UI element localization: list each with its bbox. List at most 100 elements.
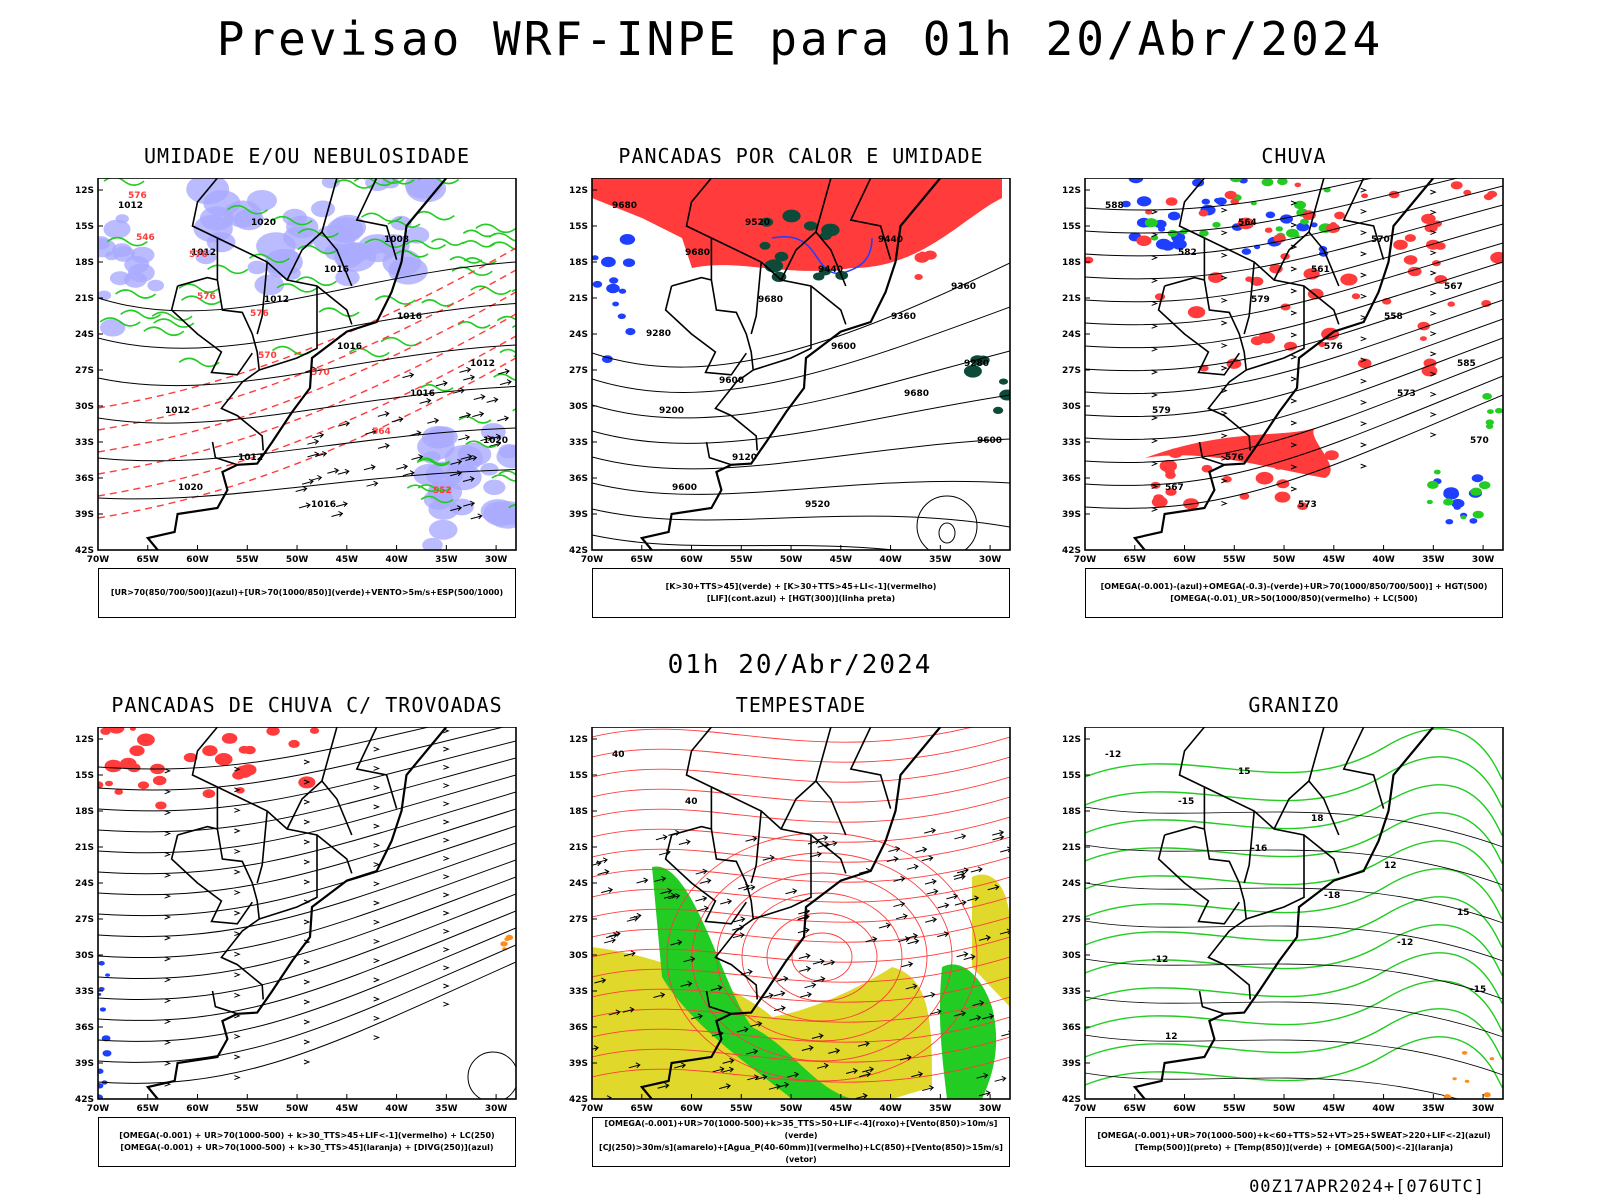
lat-tick-label: 24S [75,879,94,889]
lon-tick-label: 45W [1323,1104,1346,1114]
lat-tick-label: 42S [75,1095,94,1105]
contour-label: 9600 [831,342,856,352]
lon-tick-label: 45W [336,1104,359,1114]
lon-tick-label: 40W [385,1104,408,1114]
lon-tick-label: 50W [286,1104,309,1114]
lon-tick-label: 50W [780,1104,803,1114]
lat-tick-label: 39S [1062,1059,1081,1069]
lat-tick-label: 36S [1062,474,1081,484]
lon-tick-label: 55W [730,1104,753,1114]
legend-line: [OMEGA(-0.001)-(azul)+OMEGA(-0.3)-(verde… [1100,582,1488,591]
lon-tick-label: 65W [1124,555,1147,565]
forecast-time-label: 01h 20/Abr/2024 [667,650,933,680]
contour-label: 582 [1178,248,1197,258]
lon-tick-label: 30W [485,555,508,565]
lon-tick-label: 40W [1372,555,1395,565]
legend-box: [UR>70(850/700/500)](azul)+[UR>70(1000/8… [98,568,516,618]
lon-tick-label: 45W [830,1104,853,1114]
lat-tick-label: 18S [75,258,94,268]
lat-tick-label: 15S [75,222,94,232]
contour-label: 1012 [264,295,289,305]
lat-tick-label: 12S [75,735,94,745]
lat-tick-label: 36S [569,1023,588,1033]
contour-label: 12 [1384,861,1397,871]
lat-tick-label: 12S [75,186,94,196]
contour-label: 40 [612,750,625,760]
lat-tick-label: 30S [1062,402,1081,412]
thickness-label: 576 [250,309,269,319]
lon-tick-label: 65W [137,555,160,565]
lat-tick-label: 33S [75,438,94,448]
forecast-map: 9680 9680 9680 9600 9680 9600 9600 9520 9440 9360… [569,178,1011,565]
lat-tick-label: 33S [569,438,588,448]
lon-tick-label: 65W [1124,1104,1147,1114]
map-panel: GRANIZO -12 -15 -16 -18 -12 -15 12 15 18 12 15 -12 12… [1025,693,1523,1191]
lat-tick-label: 18S [569,807,588,817]
lat-tick-label: 18S [75,807,94,817]
contour-label: 9360 [951,282,976,292]
lon-tick-label: 30W [979,1104,1002,1114]
contour-label: -12 [1105,750,1121,760]
lat-tick-label: 12S [1062,735,1081,745]
map-panel: CHUVA 588 582 579 576 573 570 567 564 561 558 585 57… [1025,144,1523,642]
lon-tick-label: 55W [730,555,753,565]
lon-tick-label: 65W [631,555,654,565]
thickness-label: 576 [197,292,216,302]
thickness-label: 546 [136,233,155,243]
lat-tick-label: 18S [569,258,588,268]
main-title: Previsao WRF-INPE para 01h 20/Abr/2024 [216,12,1384,66]
forecast-map: -12 -15 -16 -18 -12 -15 12 15 18 12 15 -12 12S 15S 18S… [1062,727,1504,1114]
lat-tick-label: 42S [1062,546,1081,556]
lat-tick-label: 15S [569,222,588,232]
contour-label: 1016 [397,312,422,322]
lon-tick-label: 35W [435,555,458,565]
legend-line: [Temp(500)](preto) + [Temp(850)](verde) … [1134,1143,1454,1152]
contour-label: 558 [1384,312,1403,322]
lat-tick-label: 15S [75,771,94,781]
map-panel: PANCADAS DE CHUVA C/ TROVOADAS 12S 15S 18S 2… [38,693,536,1191]
lat-tick-label: 33S [1062,987,1081,997]
contour-label: 1012 [191,248,216,258]
lat-tick-label: 21S [1062,294,1081,304]
lon-tick-label: 55W [1223,555,1246,565]
run-code: 00Z17APR2024+[076UTC] [1249,1177,1485,1197]
contour-label: 9280 [964,359,989,369]
contour-label: -16 [1251,844,1267,854]
contour-label: 15 [1457,908,1470,918]
contour-label: -15 [1178,797,1194,807]
contour-label: 579 [1152,406,1171,416]
lat-tick-label: 30S [569,402,588,412]
thickness-label: 570 [311,368,330,378]
contour-label: 18 [1311,814,1324,824]
contour-label: 9600 [719,376,744,386]
thickness-label: 576 [189,250,208,260]
legend-box: [OMEGA(-0.001)+UR>70(1000-500)+k<60+TTS>… [1085,1117,1503,1167]
lon-tick-label: 35W [929,1104,952,1114]
legend-box: [OMEGA(-0.001)-(azul)+OMEGA(-0.3)-(verde… [1085,568,1503,618]
contour-label: 12 [1165,1032,1178,1042]
lat-tick-label: 36S [75,1023,94,1033]
contour-label: 1020 [178,483,203,493]
lat-tick-label: 36S [569,474,588,484]
lon-tick-label: 65W [631,1104,654,1114]
contour-label: 1008 [384,235,409,245]
lat-tick-label: 27S [1062,915,1081,925]
lon-tick-label: 50W [1273,1104,1296,1114]
lon-tick-label: 35W [1422,1104,1445,1114]
lat-tick-label: 27S [1062,366,1081,376]
lon-tick-label: 35W [435,1104,458,1114]
thickness-label: 564 [372,427,391,437]
lat-tick-label: 27S [569,915,588,925]
contour-label: 9200 [659,406,684,416]
lat-tick-label: 24S [1062,330,1081,340]
lon-tick-label: 70W [1074,555,1097,565]
contour-label: 9120 [732,453,757,463]
contour-label: 576 [1324,342,1343,352]
lon-tick-label: 60W [186,1104,209,1114]
lat-tick-label: 30S [569,951,588,961]
lon-tick-label: 35W [1422,555,1445,565]
lat-tick-label: 24S [569,879,588,889]
lat-tick-label: 21S [569,843,588,853]
lat-tick-label: 27S [75,366,94,376]
